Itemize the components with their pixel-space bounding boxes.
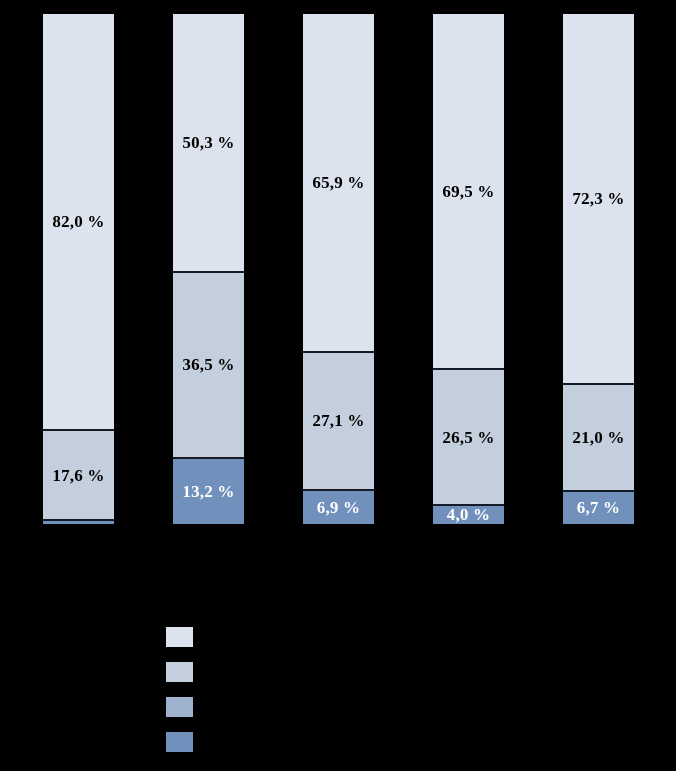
segment-value-label: 69,5 % <box>442 181 495 201</box>
bar-segment: 72,3 % <box>563 14 634 383</box>
segment-value-label: 26,5 % <box>442 427 495 447</box>
bar-segment: 69,5 % <box>433 14 504 369</box>
bar-segment: 26,5 % <box>433 368 504 504</box>
bar-segment: 6,7 % <box>563 489 634 524</box>
segment-value-label: 72,3 % <box>572 188 625 208</box>
stacked-bar: 82,0 % 17,6 % <box>43 14 114 524</box>
legend-swatch <box>166 662 193 682</box>
plot-area: 82,0 % 17,6 % 50,3 % 36,5 % 13,2 % 65,9 % 27,1… <box>43 14 634 524</box>
bar-segment: 4,0 % <box>433 503 504 525</box>
stacked-bar: 69,5 % 26,5 % 4,0 % <box>433 14 504 524</box>
segment-value-label: 65,9 % <box>312 172 365 192</box>
segment-value-label: 13,2 % <box>182 481 235 501</box>
stacked-bar: 65,9 % 27,1 % 6,9 % <box>303 14 374 524</box>
bar-segment <box>43 518 114 524</box>
bar-segment: 27,1 % <box>303 350 374 489</box>
legend-swatch <box>166 627 193 647</box>
legend <box>166 627 193 752</box>
stacked-bar: 72,3 % 21,0 % 6,7 % <box>563 14 634 524</box>
segment-value-label: 17,6 % <box>52 465 105 485</box>
legend-swatch <box>166 697 193 717</box>
bar-segment: 82,0 % <box>43 14 114 430</box>
segment-value-label: 36,5 % <box>182 355 235 375</box>
segment-value-label: 50,3 % <box>182 132 235 152</box>
bar-segment: 50,3 % <box>173 14 244 271</box>
legend-swatch <box>166 732 193 752</box>
bar-segment: 36,5 % <box>173 270 244 457</box>
segment-value-label: 6,7 % <box>576 498 621 518</box>
bar-segment: 13,2 % <box>173 456 244 524</box>
stacked-bar: 50,3 % 36,5 % 13,2 % <box>173 14 244 524</box>
segment-value-label: 4,0 % <box>446 505 491 525</box>
segment-value-label: 27,1 % <box>312 411 365 431</box>
segment-value-label: 6,9 % <box>316 497 361 517</box>
bar-segment: 21,0 % <box>563 382 634 490</box>
bar-segment: 6,9 % <box>303 488 374 524</box>
bar-segment: 65,9 % <box>303 14 374 351</box>
segment-value-label: 21,0 % <box>572 427 625 447</box>
segment-value-label: 82,0 % <box>52 212 105 232</box>
bar-segment: 17,6 % <box>43 429 114 519</box>
